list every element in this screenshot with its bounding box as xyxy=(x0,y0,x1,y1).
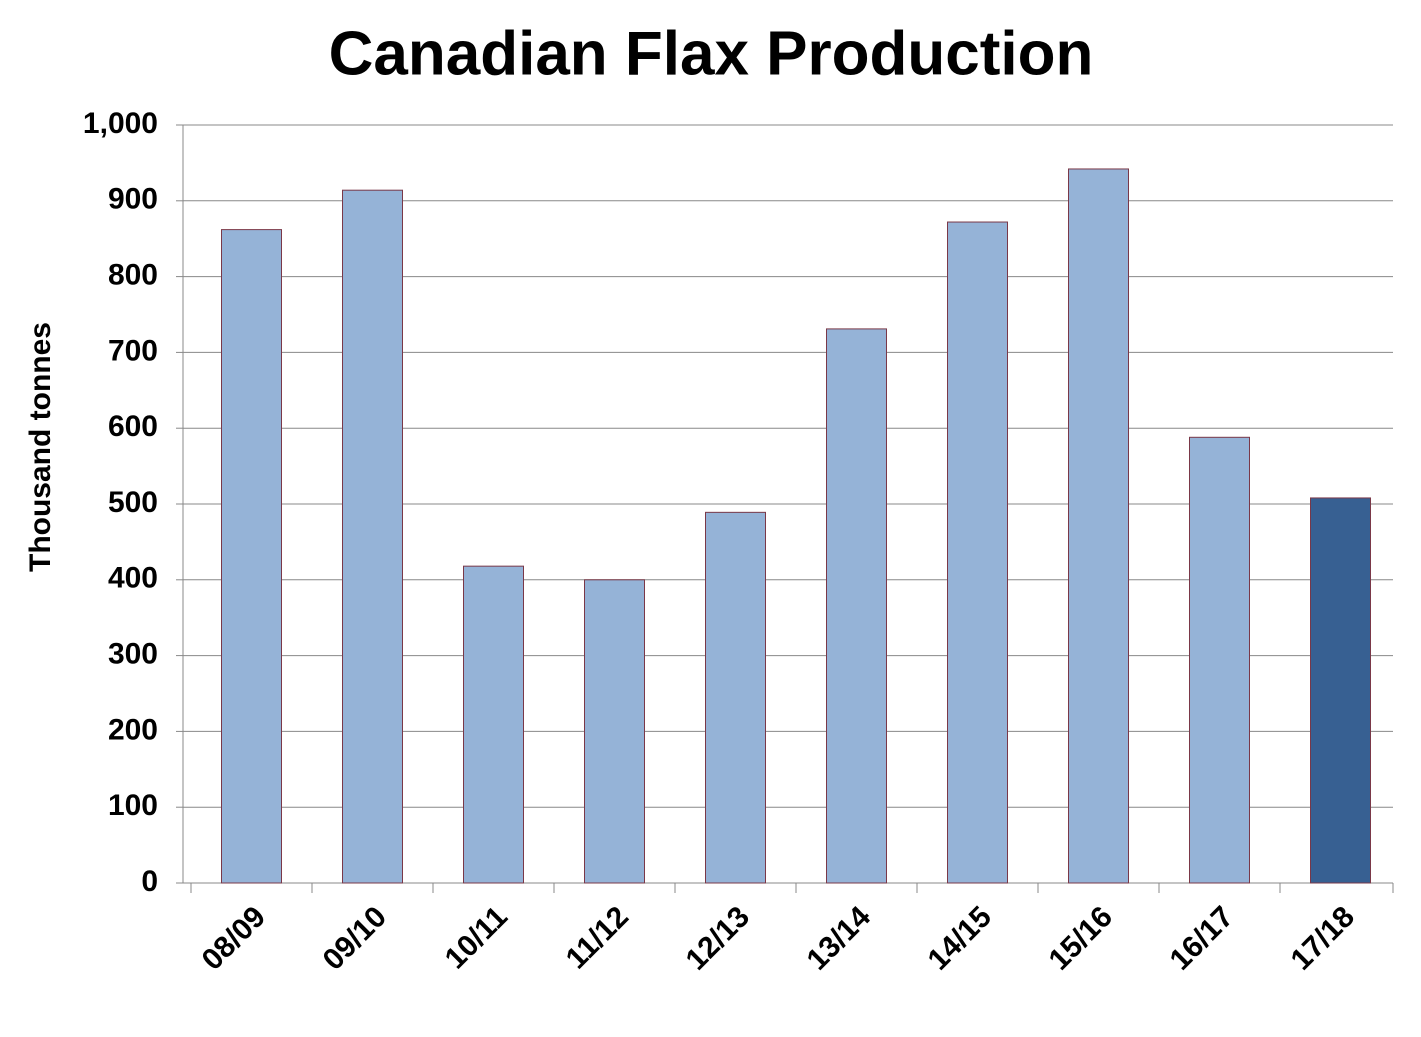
chart-title: Canadian Flax Production xyxy=(329,19,1094,88)
y-tick-label: 900 xyxy=(108,183,158,216)
x-tick-label: 15/16 xyxy=(1043,900,1119,976)
y-tick-label: 400 xyxy=(108,562,158,595)
bar xyxy=(705,511,766,884)
bar xyxy=(1189,436,1250,884)
y-tick-label: 600 xyxy=(108,410,158,443)
y-axis-label: Thousand tonnes xyxy=(24,322,57,572)
y-tick-label: 700 xyxy=(108,334,158,367)
x-tick-label: 09/10 xyxy=(317,900,393,976)
bar xyxy=(1068,168,1129,884)
bar xyxy=(584,579,645,884)
y-tick-label: 0 xyxy=(141,865,158,898)
y-tick-label: 100 xyxy=(108,789,158,822)
y-tick-label: 800 xyxy=(108,259,158,292)
bar xyxy=(221,229,282,884)
x-tick-label: 13/14 xyxy=(801,900,878,977)
y-tick-label: 300 xyxy=(108,638,158,671)
x-tick-label: 11/12 xyxy=(560,900,635,975)
x-tick-label: 08/09 xyxy=(196,900,272,976)
y-tick-label: 500 xyxy=(108,486,158,519)
bar xyxy=(947,221,1008,884)
y-tick-label: 1,000 xyxy=(83,107,158,140)
bar xyxy=(342,189,403,884)
x-tick-label: 12/13 xyxy=(680,900,756,976)
x-tick-label: 16/17 xyxy=(1164,900,1240,976)
x-tick-label: 10/11 xyxy=(439,900,514,975)
x-tick-label: 17/18 xyxy=(1285,900,1361,976)
y-tick-label: 200 xyxy=(108,713,158,746)
x-tick-label: 14/15 xyxy=(922,900,998,976)
bar xyxy=(826,328,887,884)
bar xyxy=(1310,497,1371,884)
bar xyxy=(463,565,524,884)
